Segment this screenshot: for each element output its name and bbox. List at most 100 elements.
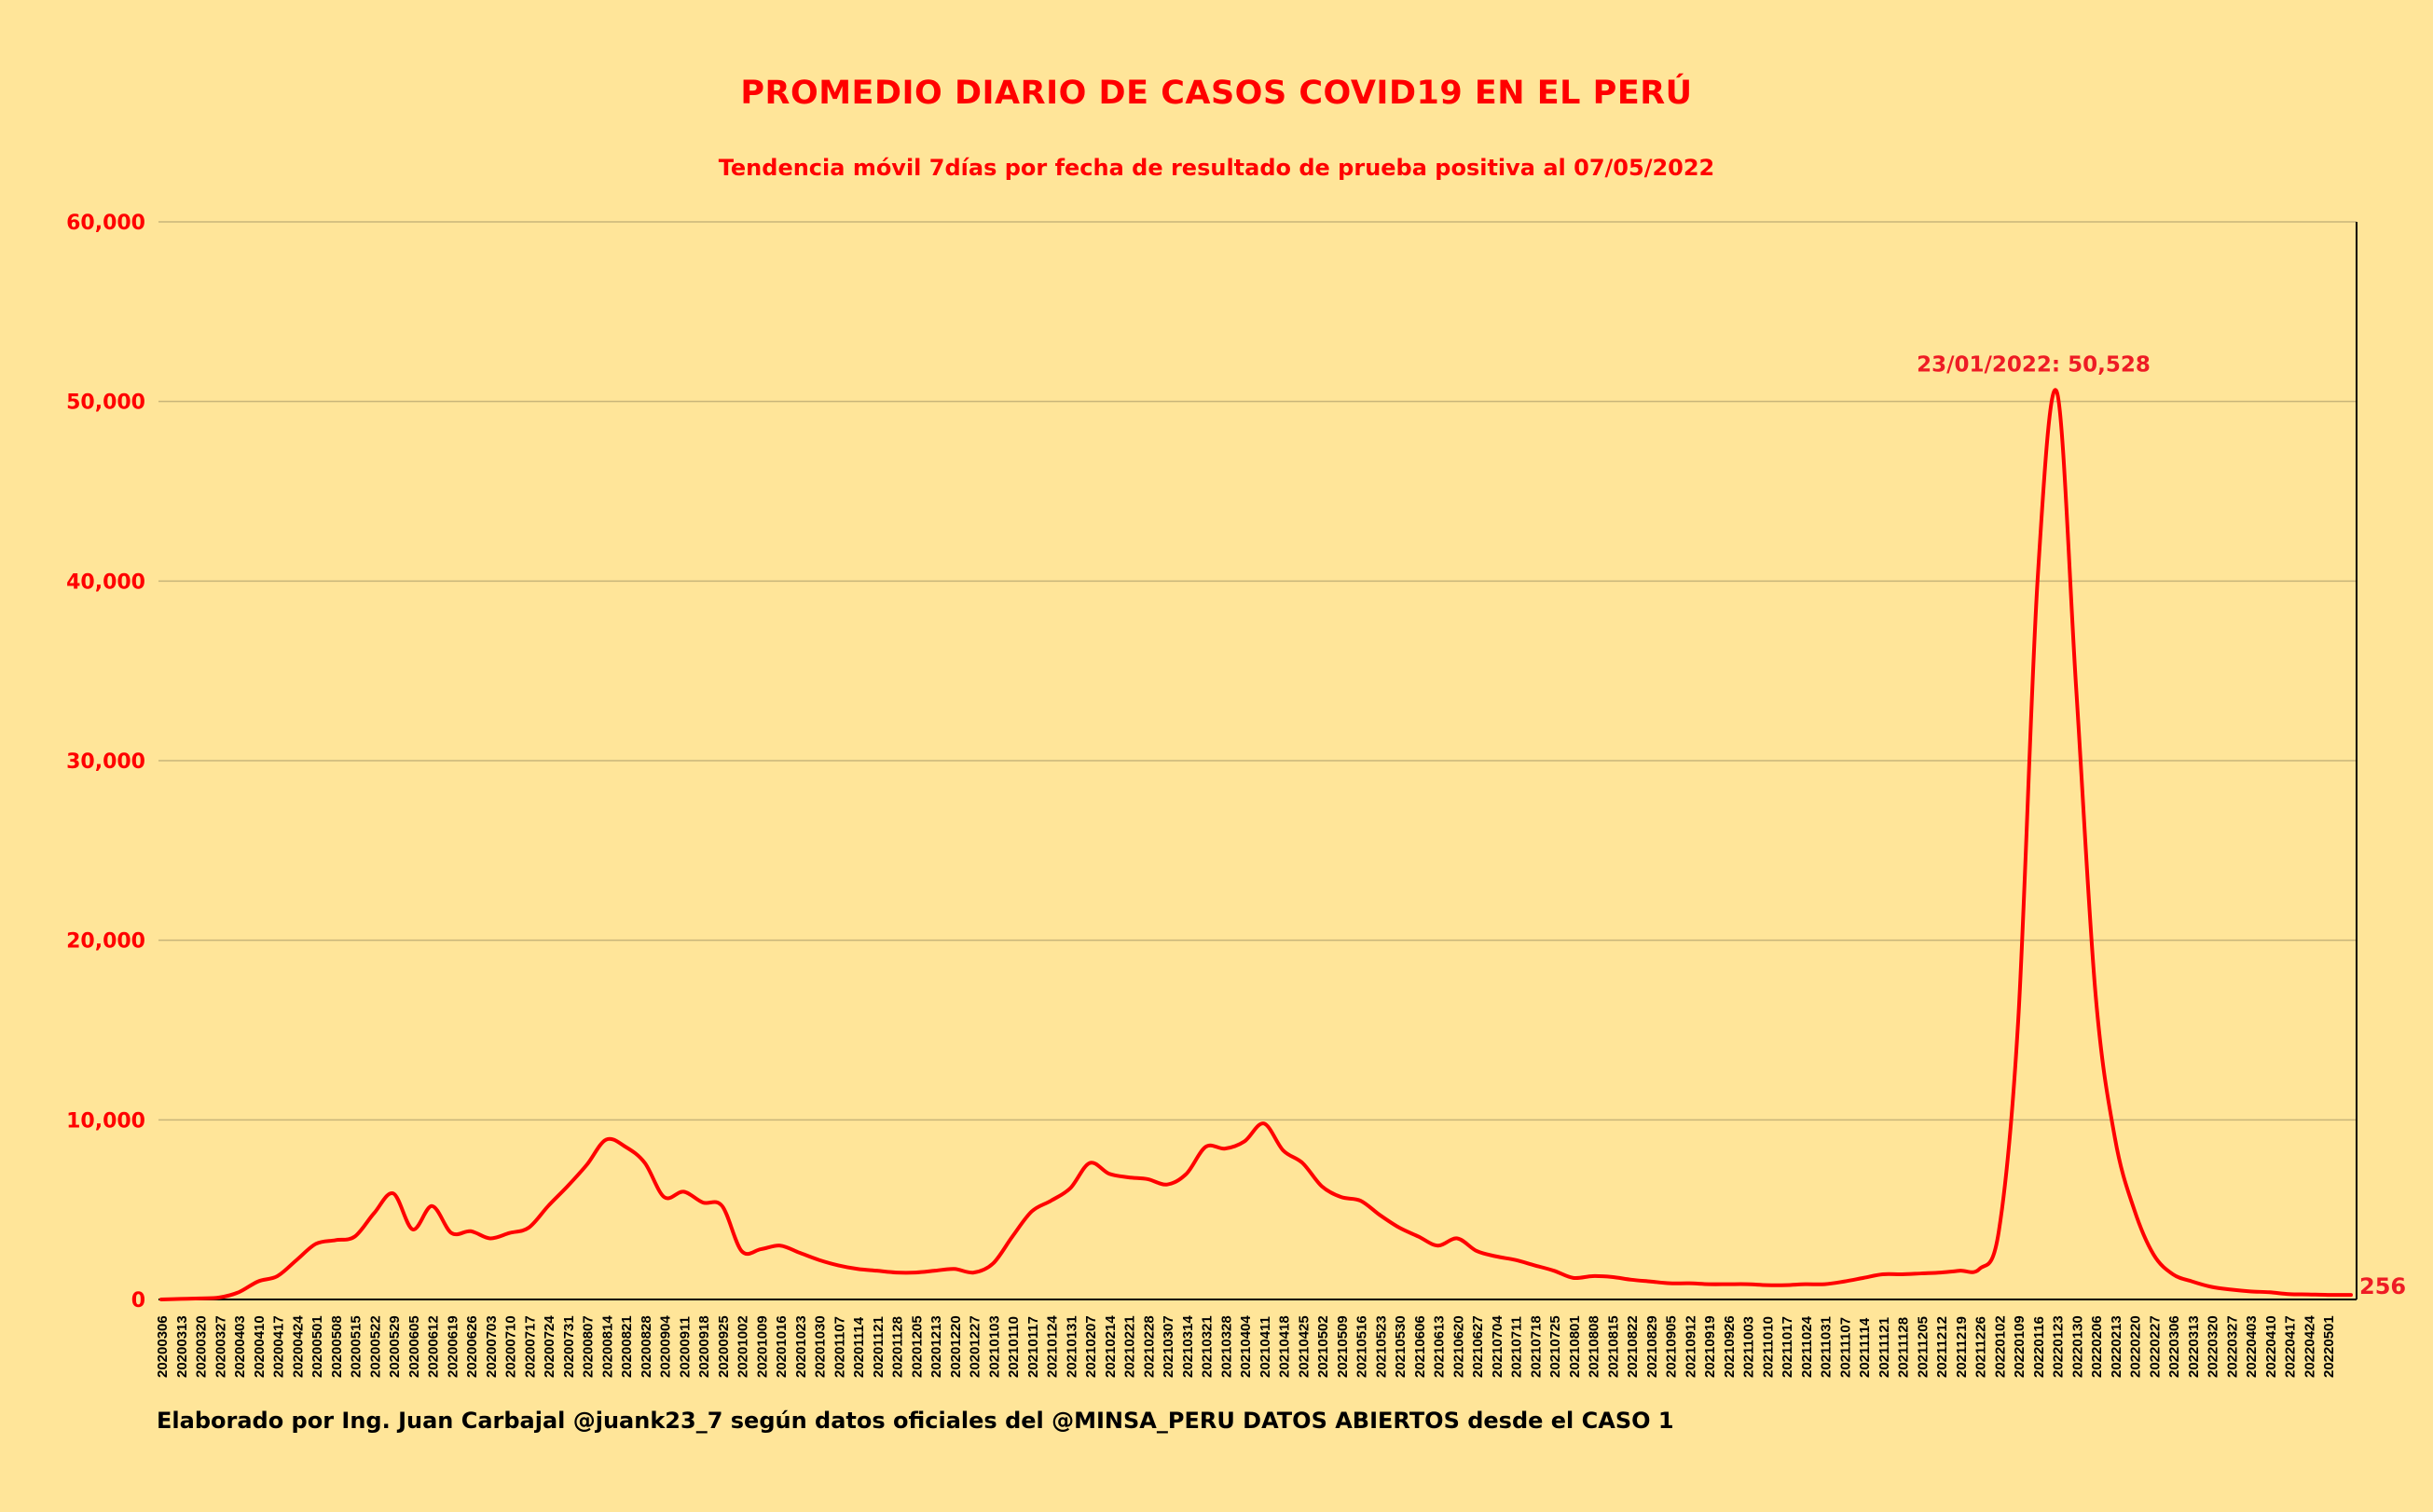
x-tick-label: 20211205 bbox=[1915, 1316, 1931, 1378]
y-tick-label: 30,000 bbox=[66, 750, 145, 774]
x-tick-label: 20200313 bbox=[174, 1315, 190, 1378]
x-tick-label: 20201213 bbox=[928, 1315, 944, 1378]
x-tick-label: 20200807 bbox=[581, 1315, 597, 1378]
x-tick-label: 20210131 bbox=[1064, 1315, 1079, 1378]
x-tick-label: 20210801 bbox=[1567, 1315, 1583, 1378]
x-tick-label: 20210411 bbox=[1258, 1316, 1273, 1378]
x-tick-label: 20210627 bbox=[1470, 1315, 1486, 1378]
x-tick-label: 20211121 bbox=[1876, 1317, 1892, 1378]
x-tick-label: 20210704 bbox=[1490, 1315, 1505, 1378]
x-tick-label: 20211017 bbox=[1780, 1316, 1795, 1378]
x-tick-label: 20210606 bbox=[1412, 1315, 1428, 1378]
x-tick-label: 20200724 bbox=[542, 1315, 557, 1378]
x-tick-label: 20210418 bbox=[1277, 1315, 1293, 1378]
x-tick-label: 20210718 bbox=[1528, 1315, 1544, 1378]
x-tick-label: 20210321 bbox=[1200, 1315, 1216, 1378]
x-tick-label: 20210725 bbox=[1547, 1315, 1563, 1378]
x-tick-label: 20211212 bbox=[1934, 1316, 1950, 1378]
y-tick-label: 60,000 bbox=[66, 212, 145, 235]
x-tick-label: 20200710 bbox=[503, 1315, 519, 1378]
x-tick-label: 20200731 bbox=[561, 1315, 577, 1378]
x-tick-label: 20200320 bbox=[194, 1315, 210, 1378]
x-tick-label: 20210502 bbox=[1315, 1315, 1331, 1378]
x-tick-label: 20220130 bbox=[2069, 1315, 2085, 1378]
y-tick-label: 50,000 bbox=[66, 392, 145, 415]
x-tick-label: 20210815 bbox=[1605, 1315, 1621, 1378]
x-tick-label: 20200626 bbox=[464, 1315, 480, 1378]
y-axis-tick-labels: 0 10,000 20,000 30,000 40,000 50,000 60,000 bbox=[66, 212, 145, 1313]
x-tick-label: 20210314 bbox=[1180, 1315, 1196, 1378]
x-tick-label: 20220213 bbox=[2109, 1315, 2124, 1378]
x-tick-label: 20201227 bbox=[968, 1315, 983, 1378]
x-tick-label: 20200925 bbox=[716, 1315, 732, 1378]
x-tick-label: 20220327 bbox=[2224, 1315, 2240, 1378]
x-tick-label: 20200904 bbox=[658, 1315, 674, 1378]
x-tick-label: 20201016 bbox=[774, 1315, 790, 1378]
x-tick-label: 20200501 bbox=[309, 1315, 325, 1378]
x-tick-label: 20210221 bbox=[1122, 1315, 1138, 1378]
x-tick-label: 20200522 bbox=[367, 1315, 383, 1378]
x-tick-label: 20220410 bbox=[2263, 1315, 2279, 1378]
chart-footer-credit: Elaborado por Ing. Juan Carbajal @juank2… bbox=[157, 1408, 1674, 1434]
x-tick-label: 20210912 bbox=[1683, 1315, 1698, 1378]
x-tick-label: 20201121 bbox=[871, 1316, 887, 1378]
x-tick-label: 20220403 bbox=[2244, 1315, 2260, 1378]
x-tick-label: 20220501 bbox=[2321, 1315, 2337, 1378]
x-tick-label: 20210207 bbox=[1083, 1315, 1099, 1378]
x-tick-label: 20201220 bbox=[948, 1315, 964, 1378]
x-tick-label: 20210404 bbox=[1238, 1315, 1254, 1378]
x-tick-label: 20210711 bbox=[1509, 1316, 1525, 1378]
y-tick-label: 20,000 bbox=[66, 930, 145, 954]
x-tick-label: 20211226 bbox=[1973, 1316, 1989, 1378]
x-tick-label: 20210214 bbox=[1103, 1315, 1119, 1378]
peak-annotation: 23/01/2022: 50,528 bbox=[1917, 352, 2151, 377]
x-tick-label: 20211010 bbox=[1760, 1316, 1776, 1378]
x-tick-label: 20200828 bbox=[639, 1315, 654, 1378]
x-tick-label: 20220227 bbox=[2147, 1315, 2163, 1378]
x-tick-label: 20210926 bbox=[1722, 1315, 1738, 1378]
x-tick-label: 20201023 bbox=[793, 1315, 809, 1378]
x-tick-label: 20211219 bbox=[1954, 1316, 1970, 1378]
x-tick-label: 20200619 bbox=[445, 1315, 460, 1378]
x-tick-label: 20210228 bbox=[1141, 1315, 1157, 1378]
x-tick-label: 20200424 bbox=[290, 1315, 306, 1378]
series-line bbox=[159, 388, 2353, 1301]
x-tick-label: 20210523 bbox=[1373, 1315, 1389, 1378]
x-tick-label: 20210829 bbox=[1644, 1315, 1660, 1378]
x-tick-label: 20220313 bbox=[2186, 1315, 2202, 1378]
x-tick-label: 20211031 bbox=[1819, 1316, 1835, 1378]
x-tick-label: 20201128 bbox=[890, 1316, 906, 1378]
last-value-annotation: 256 bbox=[2359, 1273, 2406, 1299]
x-tick-label: 20210516 bbox=[1354, 1315, 1370, 1378]
x-tick-label: 20200717 bbox=[522, 1315, 538, 1378]
x-tick-label: 20200306 bbox=[155, 1315, 171, 1378]
x-tick-label: 20200703 bbox=[484, 1315, 500, 1378]
x-tick-label: 20210613 bbox=[1432, 1315, 1448, 1378]
x-axis-tick-labels: 20200306 20200313 20200320 20200327 20200403… bbox=[155, 1315, 2337, 1378]
x-tick-label: 20200403 bbox=[232, 1315, 248, 1378]
x-tick-label: 20220123 bbox=[2051, 1315, 2067, 1378]
x-tick-label: 20200821 bbox=[619, 1315, 635, 1378]
y-tick-label: 0 bbox=[131, 1289, 145, 1313]
x-tick-label: 20210919 bbox=[1702, 1315, 1718, 1378]
x-tick-label: 20201107 bbox=[832, 1316, 847, 1378]
x-tick-label: 20200417 bbox=[271, 1315, 287, 1378]
x-tick-label: 20200605 bbox=[406, 1315, 422, 1378]
chart-title: PROMEDIO DIARIO DE CASOS COVID19 EN EL P… bbox=[740, 75, 1693, 112]
x-tick-label: 20200529 bbox=[387, 1315, 403, 1378]
x-tick-label: 20220306 bbox=[2166, 1315, 2182, 1378]
x-tick-label: 20210124 bbox=[1045, 1315, 1061, 1378]
x-tick-label: 20200911 bbox=[677, 1316, 693, 1378]
x-tick-label: 20200814 bbox=[599, 1315, 615, 1378]
x-tick-label: 20220220 bbox=[2128, 1315, 2144, 1378]
x-tick-label: 20201002 bbox=[735, 1315, 751, 1378]
y-tick-label: 40,000 bbox=[66, 570, 145, 594]
y-tick-label: 10,000 bbox=[66, 1109, 145, 1133]
x-tick-label: 20210117 bbox=[1025, 1316, 1041, 1378]
x-tick-label: 20220102 bbox=[1992, 1315, 2008, 1378]
x-tick-label: 20210328 bbox=[1218, 1315, 1234, 1378]
x-tick-label: 20201009 bbox=[754, 1315, 770, 1378]
x-tick-label: 20200327 bbox=[213, 1315, 228, 1378]
x-tick-label: 20201205 bbox=[909, 1315, 925, 1378]
